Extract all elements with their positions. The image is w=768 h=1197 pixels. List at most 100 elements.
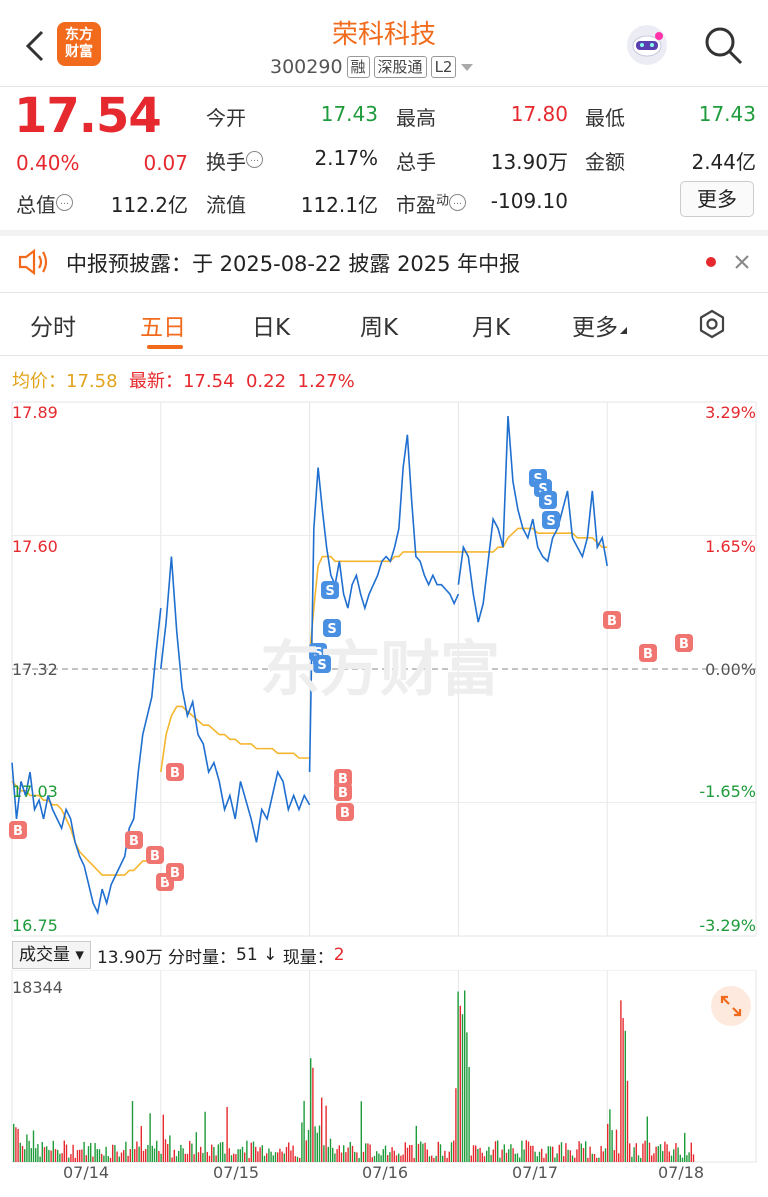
volume-bar: [382, 1149, 384, 1162]
x-tick: 07/14: [63, 1163, 110, 1182]
volume-bar: [215, 1155, 217, 1162]
expand-button[interactable]: [711, 986, 751, 1026]
search-icon[interactable]: [702, 24, 744, 66]
volume-bar: [655, 1146, 657, 1162]
volume-bar: [226, 1106, 228, 1162]
back-icon[interactable]: [22, 28, 48, 64]
notice-bar[interactable]: 中报预披露：于 2025-08-22 披露 2025 年中报: [0, 236, 768, 288]
volume-bar: [50, 1150, 52, 1162]
buy-marker-label: B: [643, 647, 653, 662]
volume-bar: [657, 1146, 659, 1162]
volume-bar: [648, 1142, 651, 1162]
volume-chart[interactable]: [0, 970, 768, 1170]
volume-bar: [530, 1145, 532, 1162]
volume-bar: [545, 1153, 547, 1162]
volume-bar: [217, 1144, 219, 1162]
volume-bar: [79, 1149, 81, 1162]
volume-bar: [387, 1155, 389, 1162]
volume-bar: [195, 1132, 197, 1162]
volume-bar: [560, 1142, 563, 1162]
volume-bar: [351, 1145, 354, 1162]
pe-label[interactable]: 市盈动…: [396, 189, 467, 218]
volume-bar: [508, 1149, 510, 1162]
tab-intraday[interactable]: 分时: [30, 315, 76, 341]
volume-bar: [367, 1143, 369, 1162]
volume-bar: [686, 1155, 688, 1162]
price-line: [457, 415, 608, 623]
volume-bar: [668, 1151, 670, 1162]
float-value: 112.1亿: [300, 193, 378, 217]
volume-bar: [424, 1142, 426, 1162]
volume-bar: [54, 1149, 57, 1162]
volume-bar: [68, 1157, 70, 1162]
volume-total: 13.90万: [96, 947, 163, 968]
close-icon[interactable]: [733, 253, 751, 271]
volume-bar: [532, 1145, 534, 1162]
robot-assistant-icon[interactable]: [624, 22, 670, 68]
volume-bar: [329, 1138, 332, 1162]
volume-bar: [288, 1142, 290, 1162]
volume-bar: [477, 1148, 479, 1162]
triangle-down-icon[interactable]: [460, 62, 474, 72]
volume-bar: [629, 1143, 631, 1162]
volume-bar: [76, 1150, 79, 1162]
y-tick-left: 16.75: [12, 916, 58, 935]
volume-bar: [305, 1140, 307, 1162]
volume-bar: [633, 1147, 635, 1162]
sell-marker-label: S: [327, 622, 336, 637]
info-icon[interactable]: …: [246, 151, 263, 169]
volume-bar: [340, 1152, 343, 1162]
volume-bar: [279, 1148, 281, 1162]
tab-monthly-k[interactable]: 月K: [472, 315, 511, 341]
volume-bar: [48, 1149, 50, 1162]
volume-bar: [602, 1151, 604, 1162]
change-pct: 0.40%: [16, 151, 80, 175]
x-tick: 07/18: [658, 1163, 705, 1182]
volume-bar: [222, 1142, 224, 1162]
volume-bar: [180, 1144, 182, 1162]
price-chart[interactable]: BBBBBBSSSSBBBSSSSBBB 东方财富: [0, 400, 768, 940]
volume-bar: [268, 1148, 270, 1162]
current-price: 17.54: [14, 88, 162, 144]
volume-bar: [479, 1147, 481, 1162]
now-vol-label: 现量：: [282, 947, 334, 968]
tab-more[interactable]: 更多: [572, 308, 628, 342]
info-icon[interactable]: …: [449, 194, 467, 212]
volume-bar: [681, 1157, 684, 1162]
mktcap-label[interactable]: 总值…: [16, 189, 73, 218]
volume-bar: [178, 1150, 180, 1162]
settings-gear-icon[interactable]: [697, 309, 727, 339]
volume-bar: [433, 1157, 435, 1162]
volume-bar: [354, 1151, 356, 1162]
latest-change: 0.22: [245, 371, 287, 392]
volume-bar: [131, 1101, 134, 1162]
volume-bar: [475, 1145, 477, 1162]
more-button[interactable]: 更多: [680, 181, 754, 217]
volume-bar: [622, 1018, 624, 1162]
volume-bar: [17, 1128, 19, 1162]
low-value: 17.43: [698, 102, 756, 126]
volume-bar: [448, 1151, 450, 1162]
volume-bar: [228, 1148, 230, 1162]
volume-bar: [39, 1156, 41, 1162]
tab-daily-k[interactable]: 日K: [252, 315, 291, 341]
turnover-label[interactable]: 换手…: [206, 146, 263, 175]
tab-weekly-k[interactable]: 周K: [360, 315, 399, 341]
pe-value: -109.10: [490, 189, 568, 213]
volume-bar: [499, 1157, 501, 1162]
chart-info-line: 均价：17.58 最新：17.54 0.22 1.27%: [12, 367, 355, 393]
volume-bar: [85, 1155, 87, 1162]
volume-bar: [107, 1156, 109, 1162]
volume-bar: [112, 1144, 114, 1162]
unread-dot-icon: [706, 257, 716, 267]
notice-text[interactable]: 中报预披露：于 2025-08-22 披露 2025 年中报: [66, 252, 521, 276]
info-icon[interactable]: …: [56, 194, 73, 212]
volume-header: 成交量 ▾ 13.90万 分时量： 51 ↓ 现量： 2: [12, 941, 345, 969]
volume-bar: [96, 1149, 98, 1162]
indicator-selector[interactable]: 成交量 ▾: [12, 941, 91, 969]
y-tick-right: -3.29%: [699, 916, 756, 935]
tab-five-day[interactable]: 五日: [140, 315, 186, 341]
buy-marker: [125, 831, 143, 849]
header: 东方 财富 荣科科技 300290 融 深股通 L2: [0, 0, 768, 86]
volume-bar: [101, 1153, 103, 1162]
